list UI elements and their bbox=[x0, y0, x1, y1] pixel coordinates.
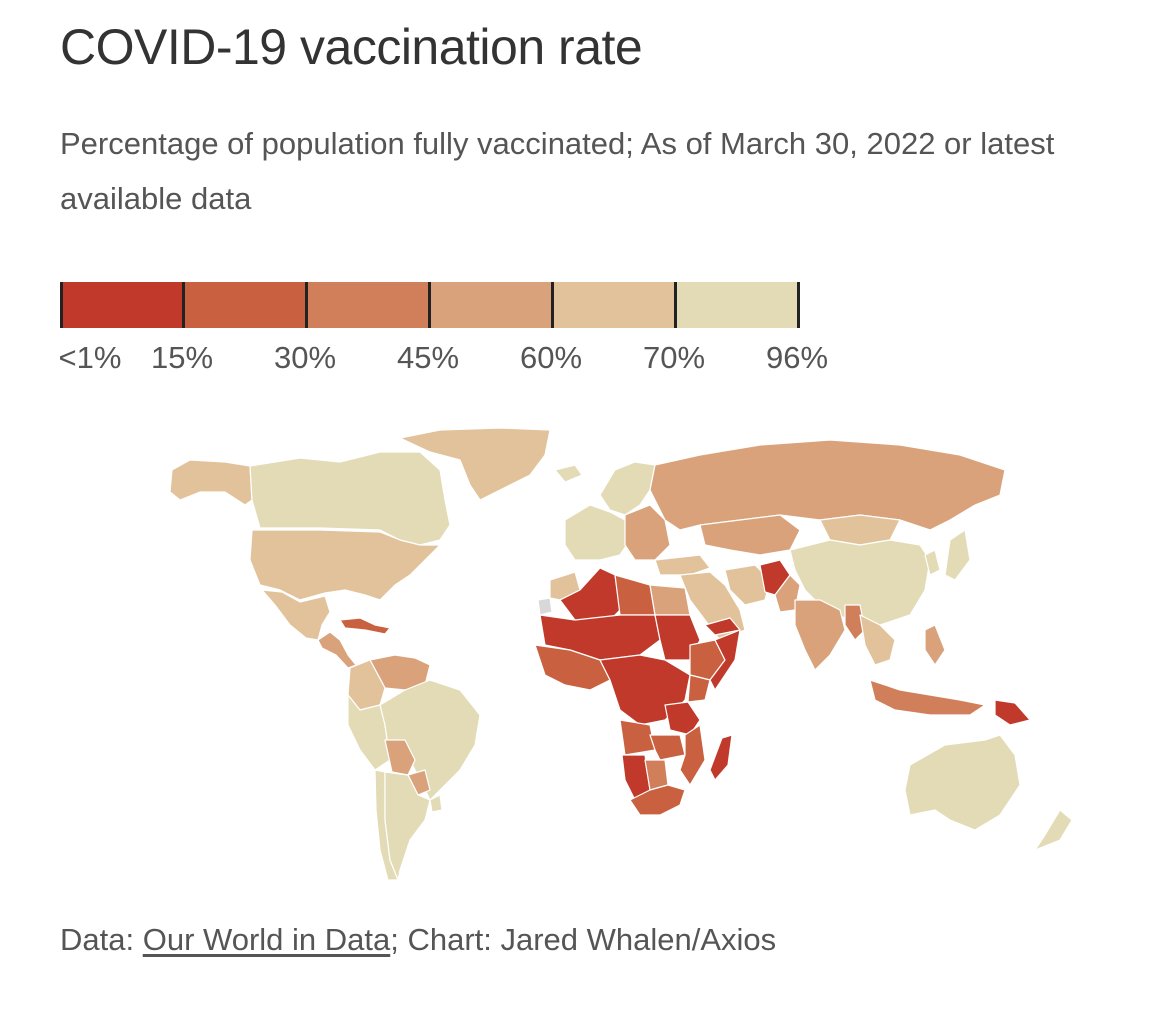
region-australia bbox=[904, 734, 1021, 831]
region-mozambique bbox=[679, 724, 706, 786]
legend-label: 70% bbox=[642, 340, 706, 375]
region-uruguay bbox=[429, 794, 443, 813]
region-angola bbox=[619, 719, 656, 756]
page-title: COVID-19 vaccination rate bbox=[60, 19, 643, 75]
region-western-sahara bbox=[537, 597, 553, 616]
source-credit: Data: Our World in Data; Chart: Jared Wh… bbox=[60, 922, 776, 958]
legend-tick bbox=[797, 282, 800, 328]
region-eastern-europe bbox=[624, 504, 671, 561]
region-pakistan bbox=[774, 574, 801, 613]
legend-tick bbox=[60, 282, 63, 328]
world-map-svg bbox=[169, 427, 1073, 881]
region-sahel bbox=[539, 614, 661, 661]
region-southeast-asia bbox=[859, 614, 896, 666]
region-myanmar bbox=[844, 604, 866, 641]
legend-tick bbox=[305, 282, 308, 328]
legend-swatch bbox=[676, 282, 800, 328]
legend-tick bbox=[182, 282, 185, 328]
source-prefix: Data: bbox=[60, 922, 143, 957]
region-venezuela bbox=[369, 654, 431, 691]
region-caribbean bbox=[339, 617, 391, 635]
legend-label: 30% bbox=[273, 340, 337, 375]
legend-swatch bbox=[306, 282, 430, 328]
legend-label: 15% bbox=[150, 340, 214, 375]
region-kenya bbox=[687, 674, 711, 703]
region-canada bbox=[249, 451, 451, 546]
legend-tick bbox=[551, 282, 554, 328]
region-new-zealand bbox=[1034, 809, 1073, 851]
region-south-africa bbox=[629, 784, 686, 816]
region-bolivia bbox=[384, 739, 416, 776]
legend-bar bbox=[60, 282, 800, 328]
region-philippines bbox=[924, 624, 946, 666]
region-united-states bbox=[249, 529, 441, 601]
region-egypt bbox=[649, 584, 691, 616]
region-papua-new-guinea bbox=[994, 699, 1031, 726]
source-link[interactable]: Our World in Data bbox=[142, 922, 391, 957]
color-legend: <1% 15% 30% 45% 60% 70% 96% bbox=[58, 282, 860, 382]
region-japan bbox=[944, 529, 971, 581]
region-korea bbox=[924, 549, 941, 576]
legend-swatch bbox=[429, 282, 554, 328]
region-turkey bbox=[654, 554, 711, 576]
region-mexico bbox=[261, 589, 331, 641]
legend-label: 60% bbox=[519, 340, 583, 375]
page-subtitle: Percentage of population fully vaccinate… bbox=[60, 126, 1055, 216]
region-india bbox=[794, 599, 846, 671]
legend-swatch bbox=[183, 282, 307, 328]
legend-tick bbox=[428, 282, 431, 328]
region-tanzania bbox=[664, 701, 701, 736]
region-madagascar bbox=[709, 734, 733, 781]
region-iran bbox=[724, 564, 771, 606]
legend-tick bbox=[674, 282, 677, 328]
source-suffix: ; Chart: Jared Whalen/Axios bbox=[390, 922, 777, 957]
world-map bbox=[150, 420, 1120, 890]
region-russia bbox=[649, 439, 1006, 531]
region-indonesia bbox=[869, 679, 986, 716]
region-western-europe bbox=[564, 504, 631, 561]
region-central-america bbox=[317, 631, 357, 669]
legend-label: 45% bbox=[396, 340, 460, 375]
region-greenland bbox=[399, 427, 551, 501]
legend-label: <1% bbox=[58, 340, 122, 375]
region-iceland bbox=[554, 464, 583, 483]
region-libya bbox=[614, 574, 656, 616]
legend-label: 96% bbox=[765, 340, 829, 375]
legend-swatch bbox=[60, 282, 184, 328]
region-zambia bbox=[649, 734, 686, 761]
region-yemen bbox=[704, 617, 741, 636]
region-alaska bbox=[169, 459, 253, 506]
legend-swatch bbox=[553, 282, 677, 328]
region-argentina bbox=[384, 771, 431, 881]
region-west-africa bbox=[534, 644, 611, 691]
